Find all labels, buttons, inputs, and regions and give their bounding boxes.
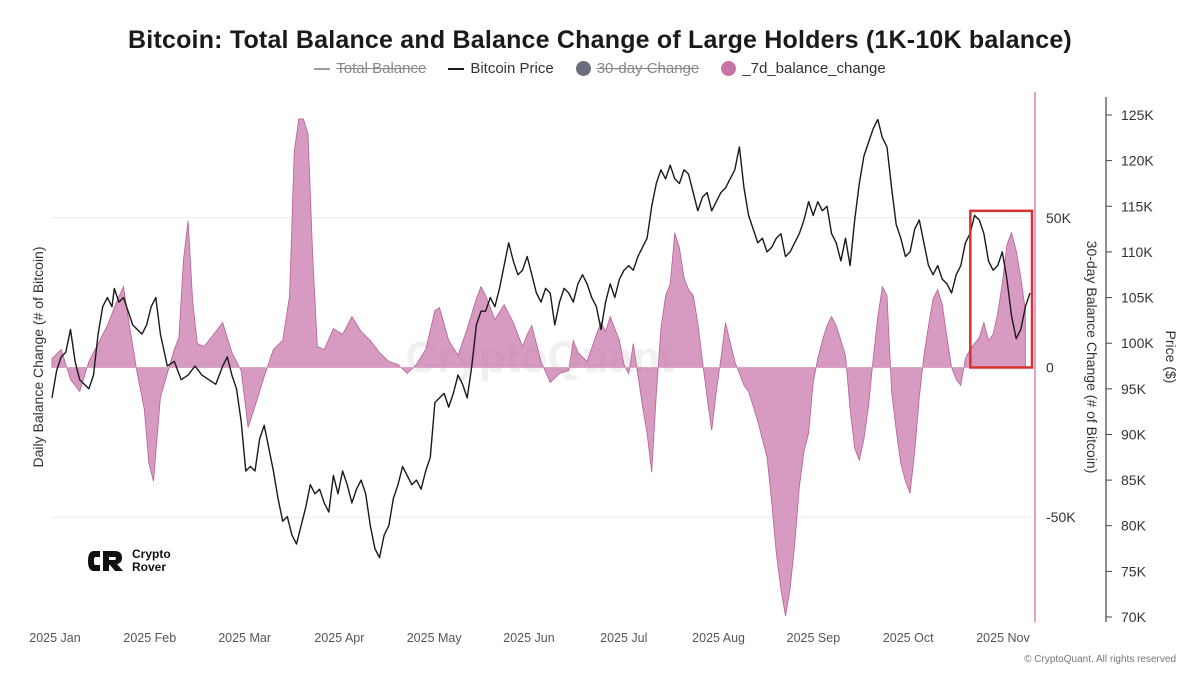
brand-line-2: Rover [132,560,167,574]
price-tick-label: 70K [1121,609,1147,625]
x-tick-label: 2025 Jun [503,631,554,645]
brand-line-1: Crypto [132,547,171,561]
legend-item-7d-balance-change[interactable]: _7d_balance_change [721,60,886,77]
x-tick-label: 2025 Mar [218,631,271,645]
price-tick-label: 105K [1121,290,1154,306]
x-tick-label: 2025 Oct [883,631,934,645]
copyright-notice: © CryptoQuant. All rights reserved [1024,654,1176,665]
left-axis-title: Daily Balance Change (# of Bitcoin) [30,246,46,467]
x-tick-label: 2025 Sep [787,631,841,645]
legend-line-icon [448,67,465,70]
outer-right-axis-title: Price ($) [1163,331,1179,384]
inner-right-axis-title: 30-day Balance Change (# of Bitcoin) [1084,241,1100,474]
legend-item-total-balance[interactable]: Total Balance [314,60,426,77]
balance-tick-label: -50K [1046,509,1076,525]
x-tick-label: 2025 May [407,631,463,645]
legend-item-30-day-change[interactable]: 30-day Change [575,60,700,77]
crypto-rover-logo-icon [88,551,123,571]
price-tick-label: 90K [1121,426,1147,442]
price-tick-label: 80K [1121,518,1147,534]
x-tick-label: 2025 Feb [123,631,176,645]
legend-label: Bitcoin Price [470,60,554,77]
chart-title: Bitcoin: Total Balance and Balance Chang… [128,26,1072,54]
price-tick-label: 95K [1121,381,1147,397]
price-tick-label: 75K [1121,563,1147,579]
legend-label: 30-day Change [596,60,700,77]
legend-item-bitcoin-price[interactable]: Bitcoin Price [448,60,554,77]
price-tick-label: 120K [1121,153,1154,169]
legend-label: Total Balance [336,60,427,77]
legend-dot-icon [721,61,737,76]
x-tick-label: 2025 Nov [976,631,1030,645]
legend-line-icon [314,67,331,70]
x-tick-label: 2025 Jan [29,631,80,645]
crypto-rover-brand: Crypto Rover [86,548,171,574]
price-tick-label: 115K [1121,198,1153,214]
highlight-box [969,209,1034,369]
x-tick-label: 2025 Jul [600,631,647,645]
price-tick-label: 85K [1121,472,1147,488]
balance-tick-label: 0 [1046,359,1054,375]
legend-dot-icon [575,61,591,76]
legend-label: _7d_balance_change [742,60,886,77]
legend: Total Balance Bitcoin Price 30-day Chang… [0,60,1200,77]
x-tick-label: 2025 Apr [314,631,364,645]
x-tick-label: 2025 Aug [692,631,745,645]
price-tick-label: 100K [1121,335,1154,351]
balance-tick-label: 50K [1046,210,1072,226]
price-tick-label: 125K [1121,107,1154,123]
price-tick-label: 110K [1121,244,1153,260]
series-line-bitcoin-price [51,118,1031,559]
